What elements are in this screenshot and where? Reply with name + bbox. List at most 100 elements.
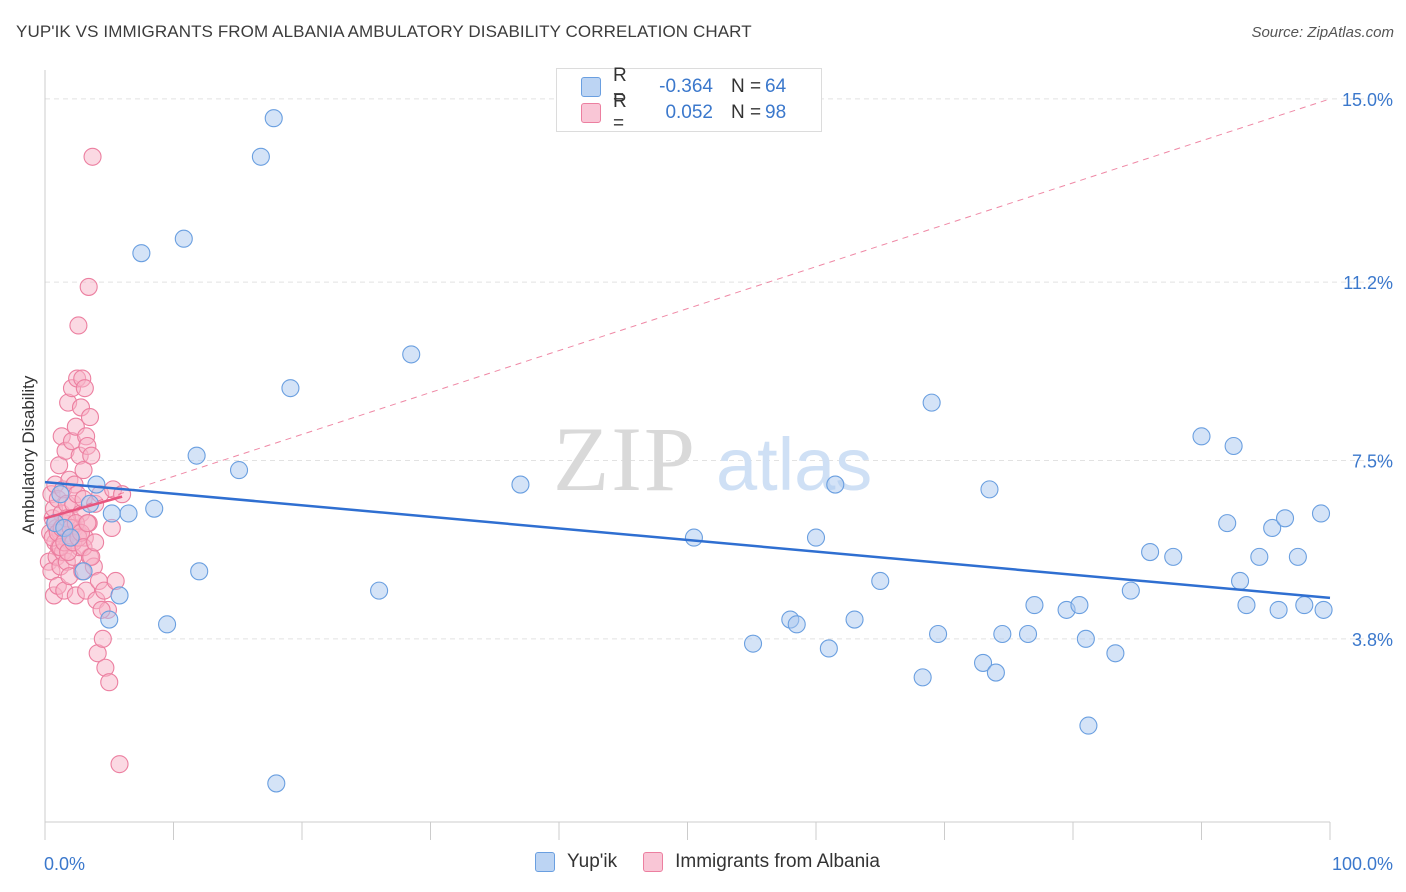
point-yupik xyxy=(1275,509,1295,528)
bottom-legend-label-yupik: Yup'ik xyxy=(567,851,618,872)
point-albania xyxy=(78,514,97,533)
y-tick-label: 7.5% xyxy=(1352,451,1393,471)
point-yupik xyxy=(100,610,119,629)
point-yupik xyxy=(1070,596,1089,615)
y-axis-title: Ambulatory Disability xyxy=(19,375,38,534)
point-yupik xyxy=(281,379,300,398)
axes xyxy=(44,70,1331,840)
legend-n-value: 98 xyxy=(765,102,787,123)
y-tick-label: 15.0% xyxy=(1342,90,1393,110)
source-credit: Source: ZipAtlas.com xyxy=(1251,24,1394,41)
legend-row-albania: R = 0.052 N = 98 xyxy=(581,91,787,134)
point-yupik xyxy=(929,624,948,644)
point-yupik xyxy=(251,147,270,166)
point-yupik xyxy=(1025,596,1044,615)
point-yupik xyxy=(229,461,249,480)
legend-row-yupik: R = -0.364 N = 64 xyxy=(581,65,786,108)
point-yupik xyxy=(1192,427,1211,446)
legend-box: R = -0.364 N = 64 R = 0.052 N = 98 xyxy=(556,65,822,134)
point-yupik xyxy=(1314,600,1333,619)
point-yupik xyxy=(1224,436,1243,456)
point-yupik xyxy=(1106,644,1125,663)
point-yupik xyxy=(1269,600,1288,619)
point-yupik xyxy=(922,393,941,412)
watermark-atlas: atlas xyxy=(716,423,872,506)
watermark: ZIP atlas xyxy=(553,408,872,510)
point-yupik xyxy=(871,571,890,591)
point-yupik xyxy=(174,229,193,248)
point-yupik xyxy=(51,485,70,504)
point-yupik xyxy=(1121,581,1140,600)
point-yupik xyxy=(132,244,151,263)
bottom-legend-swatch-yupik xyxy=(535,852,555,872)
x-tick-label: 100.0% xyxy=(1332,854,1393,874)
point-albania xyxy=(82,446,101,465)
point-yupik xyxy=(74,562,93,581)
trend-yupik xyxy=(44,480,1331,600)
point-yupik xyxy=(1141,543,1160,562)
point-yupik xyxy=(1311,504,1331,523)
point-yupik xyxy=(145,499,164,518)
legend-r-value: -0.364 xyxy=(659,76,713,97)
point-yupik xyxy=(684,528,703,547)
bottom-legend: Yup'ik Immigrants from Albania xyxy=(535,851,906,873)
point-yupik xyxy=(87,475,106,494)
legend-r-label: R = xyxy=(613,91,627,134)
point-yupik xyxy=(1288,547,1307,566)
point-yupik xyxy=(264,109,283,128)
trend-albania xyxy=(44,495,123,520)
point-yupik xyxy=(119,504,138,523)
point-yupik xyxy=(1076,629,1095,648)
legend-swatch-yupik xyxy=(581,77,601,97)
point-albania xyxy=(93,629,112,648)
legend-r-label: R = xyxy=(613,65,627,108)
point-yupik xyxy=(190,562,209,581)
point-yupik xyxy=(110,586,129,605)
point-albania xyxy=(83,147,102,166)
y-tick-label: 3.8% xyxy=(1352,630,1393,650)
point-yupik xyxy=(1250,547,1269,566)
point-yupik xyxy=(819,639,838,658)
bottom-legend-item-albania[interactable]: Immigrants from Albania xyxy=(643,851,880,873)
point-yupik xyxy=(1079,716,1098,735)
bottom-legend-swatch-albania xyxy=(643,852,664,872)
trend-lines xyxy=(44,98,1331,600)
point-yupik xyxy=(743,634,763,653)
point-albania xyxy=(80,408,100,427)
point-albania xyxy=(86,533,105,552)
legend-swatch-albania xyxy=(581,103,601,123)
watermark-zip: ZIP xyxy=(553,408,697,510)
point-albania xyxy=(79,277,98,296)
point-yupik xyxy=(993,624,1012,644)
point-yupik xyxy=(1231,571,1250,591)
point-yupik xyxy=(1164,547,1183,566)
point-yupik xyxy=(826,475,845,494)
legend-n-label: N = xyxy=(731,76,762,97)
point-albania xyxy=(75,379,94,398)
bottom-legend-item-yupik[interactable]: Yup'ik xyxy=(535,851,617,873)
axis-labels: 3.8% 7.5% 11.2% 15.0% 0.0% 100.0% Ambulatory D… xyxy=(19,90,1393,874)
point-yupik xyxy=(187,446,206,465)
point-yupik xyxy=(1263,518,1282,537)
point-yupik xyxy=(787,615,806,634)
point-yupik xyxy=(1295,596,1314,615)
point-yupik xyxy=(370,581,389,600)
point-yupik xyxy=(845,610,864,629)
point-yupik xyxy=(806,528,826,547)
point-albania xyxy=(74,461,93,480)
trend-albania-extended xyxy=(44,98,1331,519)
point-yupik xyxy=(158,615,177,634)
point-yupik xyxy=(61,528,80,547)
point-yupik xyxy=(102,504,121,523)
point-yupik xyxy=(402,345,421,364)
point-yupik xyxy=(913,668,932,687)
point-yupik xyxy=(1018,624,1038,644)
legend-r-value: 0.052 xyxy=(665,102,713,123)
x-tick-label: 0.0% xyxy=(44,854,85,874)
point-yupik xyxy=(973,653,993,672)
point-albania xyxy=(110,755,129,774)
point-yupik xyxy=(980,480,999,499)
legend-n-label: N = xyxy=(731,102,762,123)
bottom-legend-label-albania: Immigrants from Albania xyxy=(675,851,880,872)
